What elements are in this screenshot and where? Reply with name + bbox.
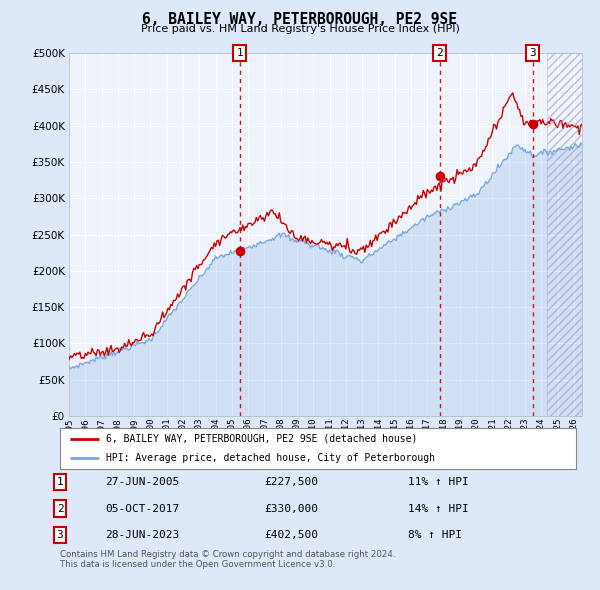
- Text: 2: 2: [436, 48, 443, 58]
- Text: 6, BAILEY WAY, PETERBOROUGH, PE2 9SE (detached house): 6, BAILEY WAY, PETERBOROUGH, PE2 9SE (de…: [106, 434, 418, 444]
- Text: 1: 1: [56, 477, 64, 487]
- Text: £227,500: £227,500: [264, 477, 318, 487]
- Text: Contains HM Land Registry data © Crown copyright and database right 2024.: Contains HM Land Registry data © Crown c…: [60, 550, 395, 559]
- Text: 11% ↑ HPI: 11% ↑ HPI: [408, 477, 469, 487]
- Text: This data is licensed under the Open Government Licence v3.0.: This data is licensed under the Open Gov…: [60, 560, 335, 569]
- Text: 3: 3: [530, 48, 536, 58]
- Text: 1: 1: [236, 48, 243, 58]
- Text: Price paid vs. HM Land Registry's House Price Index (HPI): Price paid vs. HM Land Registry's House …: [140, 24, 460, 34]
- Text: 27-JUN-2005: 27-JUN-2005: [105, 477, 179, 487]
- Text: HPI: Average price, detached house, City of Peterborough: HPI: Average price, detached house, City…: [106, 453, 436, 463]
- Text: £330,000: £330,000: [264, 504, 318, 513]
- Text: 3: 3: [56, 530, 64, 540]
- Text: 6, BAILEY WAY, PETERBOROUGH, PE2 9SE: 6, BAILEY WAY, PETERBOROUGH, PE2 9SE: [143, 12, 458, 27]
- Text: £402,500: £402,500: [264, 530, 318, 540]
- Text: 8% ↑ HPI: 8% ↑ HPI: [408, 530, 462, 540]
- Text: 05-OCT-2017: 05-OCT-2017: [105, 504, 179, 513]
- Text: 2: 2: [56, 504, 64, 513]
- Text: 28-JUN-2023: 28-JUN-2023: [105, 530, 179, 540]
- Text: 14% ↑ HPI: 14% ↑ HPI: [408, 504, 469, 513]
